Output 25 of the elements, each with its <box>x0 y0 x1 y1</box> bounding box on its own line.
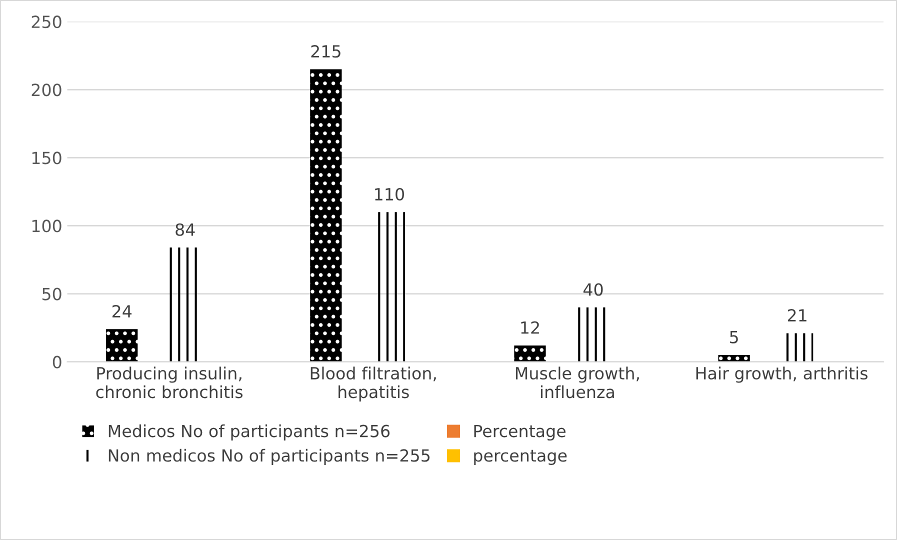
bar <box>106 329 138 362</box>
legend-label: percentage <box>474 450 567 466</box>
legend-label: Non medicos No of participants n=255 <box>108 448 430 466</box>
legend-label: Percentage <box>474 424 566 441</box>
x-tick-label: Hair growth, arthritis <box>696 366 868 383</box>
y-tick-label: 100 <box>32 220 62 232</box>
y-tick-label: 50 <box>42 288 62 300</box>
data-label: 40 <box>583 283 603 296</box>
data-label: 84 <box>176 223 195 236</box>
bar <box>514 345 546 362</box>
data-label: 21 <box>788 309 806 322</box>
data-label: 24 <box>112 304 132 318</box>
data-label: 110 <box>375 188 404 201</box>
data-label: 5 <box>730 331 738 344</box>
y-tick-label: 250 <box>32 16 62 28</box>
y-tick-label: 200 <box>32 84 62 96</box>
y-tick-label: 0 <box>52 356 62 368</box>
legend-label: Medicos No of participants n=256 <box>108 424 390 441</box>
data-label: 12 <box>521 321 539 334</box>
bar <box>310 69 342 362</box>
x-tick-label: Producing insulin, chronic bronchitis <box>96 366 243 398</box>
x-tick-label: Muscle growth, influenza <box>516 366 639 398</box>
x-tick-label: Blood filtration, hepatitis <box>310 366 436 402</box>
y-tick-label: 150 <box>32 152 62 164</box>
data-label: 215 <box>311 45 340 58</box>
